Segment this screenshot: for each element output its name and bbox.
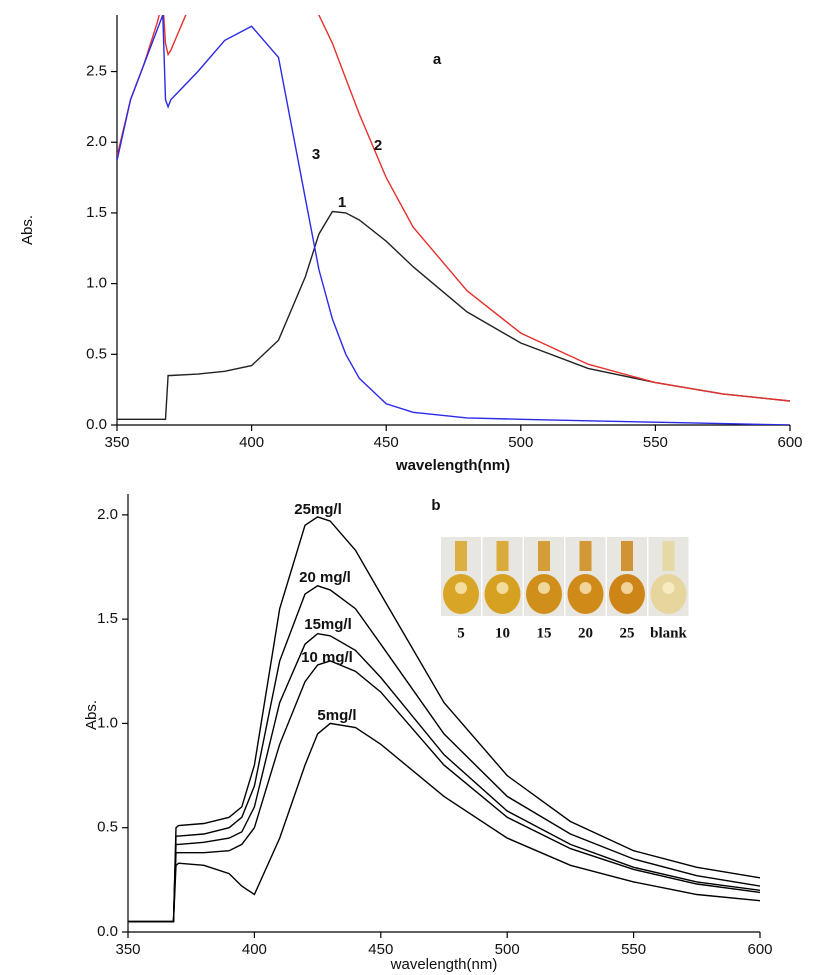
flask-neck (538, 541, 550, 571)
y-axis-title: Abs. (19, 215, 36, 245)
inset-label: 10 (495, 625, 510, 641)
data-line (128, 660, 760, 923)
data-line (128, 722, 760, 923)
y-tick-label: 2.0 (86, 133, 107, 150)
flask-shine (579, 582, 592, 594)
inset-label: 25 (620, 625, 635, 641)
x-tick-label: 500 (508, 434, 533, 451)
flask-neck (579, 541, 592, 571)
series-label: 5mg/l (317, 707, 356, 724)
inset-photos: 5 10 15 20 25 blank (441, 537, 689, 641)
x-tick-label: 400 (239, 434, 264, 451)
y-tick-label: 0.0 (97, 923, 118, 940)
chart: 350 400 450 500 550 600 0.0 0.5 1.0 1.5 2.0 2.5 wave… (19, 15, 803, 474)
x-tick-label: 600 (747, 941, 772, 958)
flask-neck (455, 541, 467, 571)
x-axis-title: wavelength(nm) (390, 956, 498, 973)
flask-neck (496, 541, 509, 571)
series-label: 3 (312, 146, 320, 163)
x-tick-label: 350 (115, 941, 140, 958)
y-tick-label: 1.5 (97, 610, 118, 627)
data-line (128, 516, 760, 923)
y-tick-label: 1.0 (97, 714, 118, 731)
flask-shine (621, 582, 633, 594)
flask-shine (538, 582, 550, 594)
plot-area (117, 15, 790, 425)
data-line (117, 15, 790, 425)
y-tick-label: 0.0 (86, 416, 107, 433)
x-tick-label: 500 (495, 941, 520, 958)
plot-area (128, 516, 760, 923)
y-tick-label: 1.0 (86, 275, 107, 292)
inset-label: 5 (457, 625, 465, 641)
y-tick-label: 0.5 (97, 819, 118, 836)
y-tick-label: 0.5 (86, 345, 107, 362)
data-line (128, 632, 760, 923)
inset-label: 20 (578, 625, 593, 641)
chart-title: b (431, 497, 440, 514)
x-axis-title: wavelength(nm) (395, 457, 510, 474)
series-label: 1 (338, 194, 346, 211)
flask-shine (496, 582, 509, 594)
chart: 350 400 450 500 550 600 0.0 0.5 1.0 1.5 2.0 wavelen… (83, 494, 773, 973)
y-tick-label: 2.5 (86, 63, 107, 80)
chart-title: a (433, 51, 442, 68)
x-tick-label: 400 (242, 941, 267, 958)
flask-shine (662, 582, 675, 594)
series-label: 10 mg/l (301, 649, 353, 666)
flask-neck (662, 541, 675, 571)
y-tick-label: 2.0 (97, 506, 118, 523)
flask-neck (621, 541, 633, 571)
series-label: 20 mg/l (299, 569, 351, 586)
flask-shine (455, 582, 467, 594)
x-tick-label: 450 (374, 434, 399, 451)
data-line (117, 15, 790, 402)
x-tick-label: 350 (104, 434, 129, 451)
x-tick-label: 600 (777, 434, 802, 451)
data-line (117, 210, 790, 420)
y-tick-label: 1.5 (86, 204, 107, 221)
inset-label: blank (650, 625, 687, 641)
x-tick-label: 450 (368, 941, 393, 958)
y-axis-title: Abs. (83, 700, 100, 730)
x-tick-label: 550 (621, 941, 646, 958)
series-label: 25mg/l (294, 501, 342, 518)
inset-label: 15 (537, 625, 552, 641)
x-tick-label: 550 (643, 434, 668, 451)
series-label: 2 (374, 137, 382, 154)
series-label: 15mg/l (304, 616, 352, 633)
